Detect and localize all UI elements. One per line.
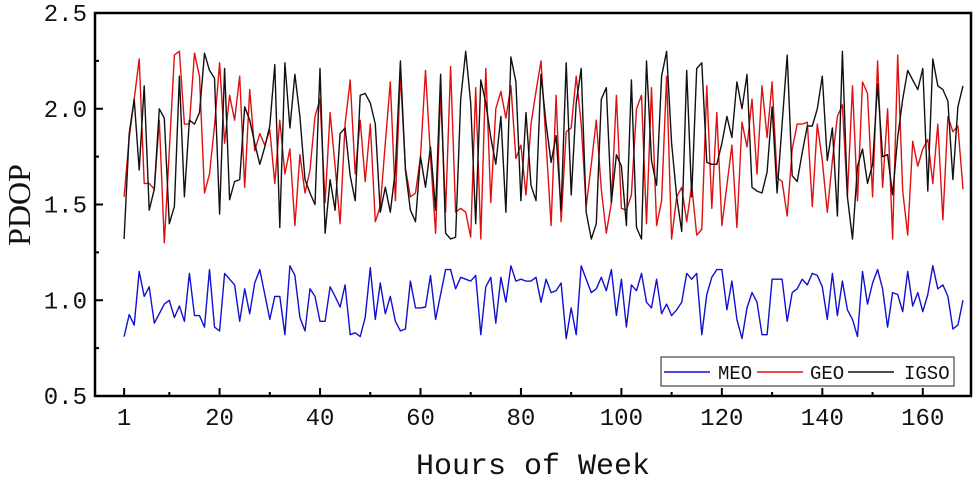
series-layer	[123, 50, 964, 340]
x-tick-label: 80	[507, 406, 536, 433]
legend-label-geo: GEO	[810, 363, 844, 385]
legend-label-meo: MEO	[718, 363, 752, 385]
y-tick-label: 2.0	[44, 98, 87, 125]
x-axis-title: Hours of Week	[416, 450, 650, 480]
y-tick-label: 0.5	[44, 385, 87, 412]
y-tick-label: 1.5	[44, 194, 87, 221]
plot-frame	[93, 11, 973, 398]
y-tick-label: 2.5	[44, 2, 87, 29]
x-tick-label: 160	[901, 406, 944, 433]
y-axis-title: PDOP	[1, 164, 37, 246]
x-tick-label: 20	[205, 406, 234, 433]
x-tick-label: 40	[306, 406, 335, 433]
series-line-meo	[123, 265, 964, 340]
legend: MEO GEO IGSO	[660, 356, 955, 387]
x-tick-label: 60	[406, 406, 435, 433]
legend-label-igso: IGSO	[904, 363, 950, 385]
x-tick-label: 1	[117, 406, 131, 433]
series-line-igso	[123, 50, 964, 240]
x-tick-label: 120	[700, 406, 743, 433]
x-tick-label: 140	[801, 406, 844, 433]
y-tick-label: 1.0	[44, 289, 87, 316]
x-tick-label: 100	[600, 406, 643, 433]
